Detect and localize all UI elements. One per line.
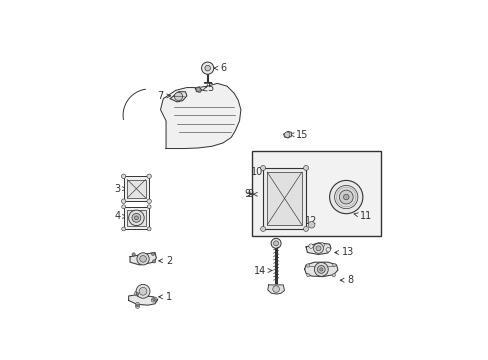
Bar: [127, 210, 145, 226]
Text: 12: 12: [305, 216, 317, 226]
Circle shape: [270, 238, 281, 248]
Circle shape: [152, 260, 156, 263]
Circle shape: [272, 286, 279, 292]
Circle shape: [334, 185, 357, 209]
Circle shape: [305, 264, 309, 267]
Circle shape: [132, 213, 141, 222]
Polygon shape: [195, 87, 202, 92]
Circle shape: [319, 243, 324, 247]
Circle shape: [136, 292, 139, 295]
Text: 7: 7: [157, 91, 170, 101]
Circle shape: [204, 66, 210, 71]
Circle shape: [134, 216, 138, 220]
Text: 8: 8: [340, 275, 353, 285]
Circle shape: [151, 252, 154, 256]
Text: 4: 4: [114, 211, 126, 221]
Circle shape: [139, 287, 146, 295]
Circle shape: [308, 244, 313, 248]
Circle shape: [132, 253, 135, 256]
Circle shape: [122, 205, 125, 209]
Text: 1: 1: [159, 292, 172, 302]
Circle shape: [315, 246, 320, 251]
Polygon shape: [305, 243, 330, 255]
Circle shape: [174, 92, 183, 100]
Text: 14: 14: [253, 266, 271, 275]
Circle shape: [332, 263, 335, 267]
Text: 3: 3: [114, 184, 126, 194]
Polygon shape: [128, 295, 158, 305]
Circle shape: [260, 166, 265, 170]
Circle shape: [136, 284, 150, 298]
Circle shape: [331, 274, 335, 277]
Circle shape: [196, 87, 200, 91]
Circle shape: [152, 298, 155, 301]
Ellipse shape: [151, 297, 157, 302]
Circle shape: [306, 274, 309, 277]
Circle shape: [147, 205, 151, 209]
Circle shape: [122, 227, 125, 231]
Text: 11: 11: [353, 211, 371, 221]
Circle shape: [303, 166, 308, 170]
Circle shape: [146, 199, 151, 203]
Text: 2: 2: [159, 256, 172, 266]
Circle shape: [137, 253, 149, 265]
Ellipse shape: [135, 302, 140, 309]
Circle shape: [147, 227, 151, 231]
Bar: [263, 168, 305, 229]
Circle shape: [329, 180, 362, 214]
Circle shape: [303, 226, 308, 231]
Circle shape: [343, 194, 348, 200]
Circle shape: [146, 174, 151, 179]
Text: 13: 13: [334, 247, 354, 257]
Circle shape: [314, 262, 327, 276]
Text: 5: 5: [202, 82, 213, 93]
Polygon shape: [267, 285, 284, 294]
Polygon shape: [160, 84, 241, 149]
Circle shape: [128, 210, 144, 226]
Bar: [267, 172, 301, 225]
Text: 6: 6: [214, 63, 226, 73]
Polygon shape: [284, 131, 291, 138]
Polygon shape: [304, 262, 337, 276]
Circle shape: [313, 243, 323, 253]
Circle shape: [121, 174, 125, 179]
Bar: [123, 176, 149, 201]
Circle shape: [121, 199, 125, 203]
Text: 9: 9: [244, 189, 250, 199]
Circle shape: [317, 266, 325, 273]
Polygon shape: [170, 92, 186, 102]
Circle shape: [339, 190, 352, 204]
Circle shape: [307, 221, 314, 228]
Polygon shape: [130, 252, 156, 265]
Text: 15: 15: [290, 130, 308, 140]
Circle shape: [273, 241, 278, 246]
Circle shape: [319, 268, 322, 271]
Circle shape: [284, 132, 289, 138]
Bar: [123, 207, 149, 229]
Bar: [251, 151, 380, 236]
Circle shape: [140, 256, 146, 262]
Bar: [127, 180, 145, 198]
Circle shape: [325, 247, 330, 252]
Circle shape: [136, 304, 139, 307]
Circle shape: [201, 62, 213, 74]
Text: 10: 10: [250, 167, 268, 177]
Text: 9: 9: [247, 189, 253, 199]
Ellipse shape: [134, 291, 140, 296]
Circle shape: [260, 226, 265, 231]
